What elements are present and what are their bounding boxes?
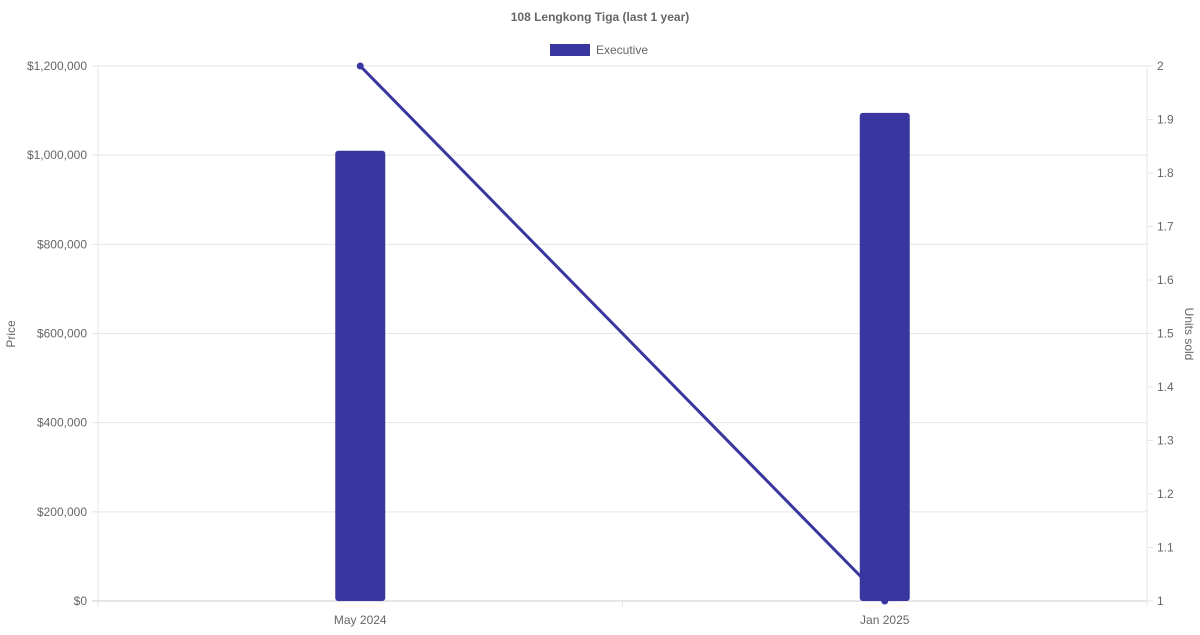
y2-tick-label: 1.1 <box>1157 541 1174 555</box>
y2-tick-label: 1.8 <box>1157 166 1174 180</box>
chart-title: 108 Lengkong Tiga (last 1 year) <box>511 10 690 24</box>
y2-tick-label: 1.7 <box>1157 220 1174 234</box>
y-tick-label: $400,000 <box>37 416 87 430</box>
y2-tick-label: 1.3 <box>1157 434 1174 448</box>
y2-tick-label: 1.6 <box>1157 273 1174 287</box>
legend[interactable]: Executive <box>550 43 648 57</box>
legend-label: Executive <box>596 43 648 57</box>
y2-axis-label: Units sold <box>1182 308 1196 361</box>
y2-tick-label: 1.2 <box>1157 487 1174 501</box>
y-tick-label: $200,000 <box>37 505 87 519</box>
series-line <box>359 64 886 603</box>
y-tick-label: $600,000 <box>37 327 87 341</box>
y2-tick-label: 1.5 <box>1157 327 1174 341</box>
bar <box>859 112 910 601</box>
y2-tick-label: 1 <box>1157 594 1164 608</box>
y2-tick-label: 1.4 <box>1157 380 1174 394</box>
x-tick-label: May 2024 <box>334 613 387 627</box>
legend-swatch <box>550 44 590 56</box>
bar <box>335 150 386 602</box>
y-tick-label: $1,200,000 <box>27 59 87 73</box>
y-axis-label: Price <box>4 320 18 348</box>
y-tick-label: $800,000 <box>37 237 87 251</box>
line-point <box>356 62 364 70</box>
line-point <box>881 597 889 605</box>
y-tick-label: $0 <box>74 594 88 608</box>
y-tick-label: $1,000,000 <box>27 148 87 162</box>
y2-tick-label: 2 <box>1157 59 1164 73</box>
y2-tick-label: 1.9 <box>1157 113 1174 127</box>
x-tick-label: Jan 2025 <box>860 613 910 627</box>
